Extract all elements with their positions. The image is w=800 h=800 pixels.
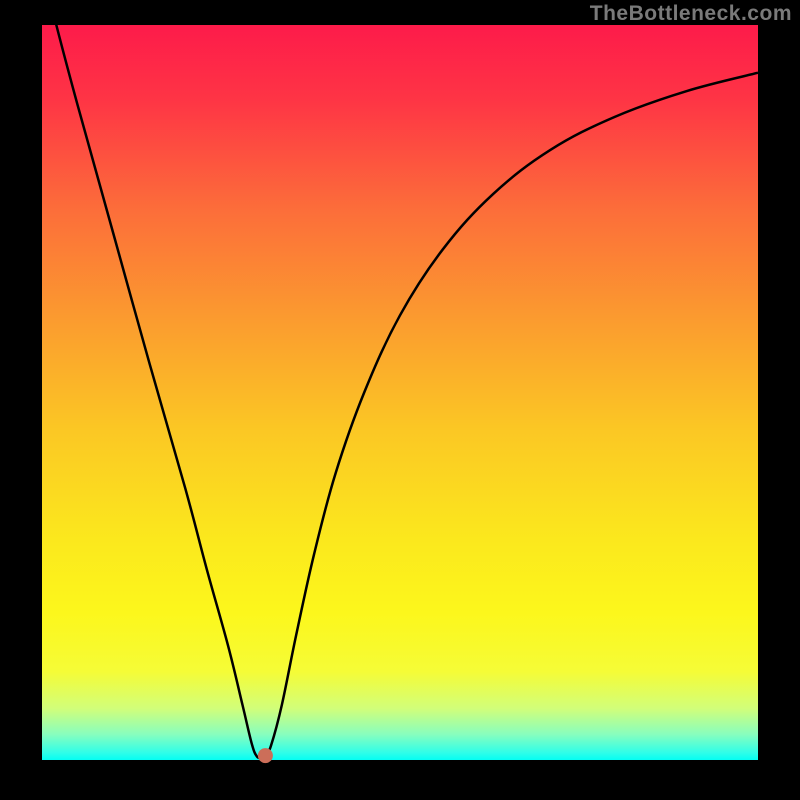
- optimum-marker: [258, 748, 273, 763]
- chart-frame: TheBottleneck.com: [0, 0, 800, 800]
- watermark-text: TheBottleneck.com: [590, 2, 792, 26]
- plot-background: [42, 25, 758, 760]
- gradient-chart: [0, 0, 800, 800]
